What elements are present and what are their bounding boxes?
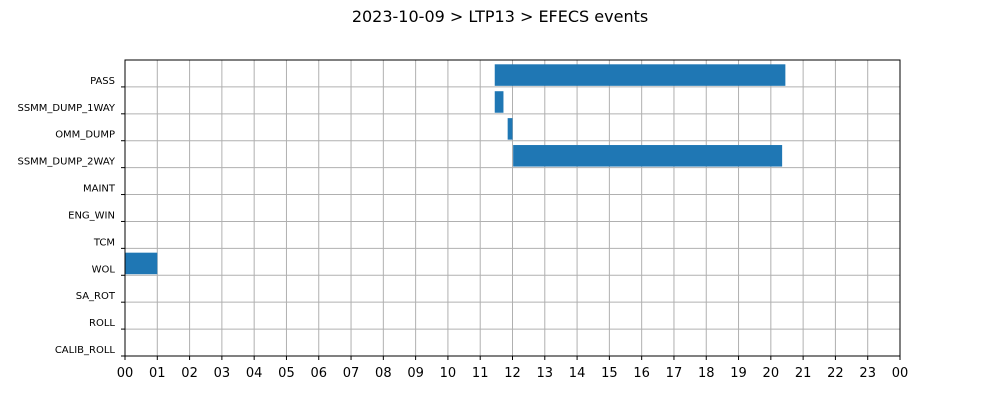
x-tick-label: 00 xyxy=(892,366,909,381)
x-tick-label: 19 xyxy=(730,366,747,381)
x-tick-label: 16 xyxy=(633,366,650,381)
x-tick-label: 22 xyxy=(827,366,844,381)
x-tick-label: 20 xyxy=(763,366,780,381)
x-tick-label: 00 xyxy=(117,366,134,381)
x-tick-label: 10 xyxy=(440,366,457,381)
y-tick-label: ENG_WIN xyxy=(68,210,115,221)
bar-omm-dump xyxy=(507,118,513,140)
bar-wol xyxy=(125,252,158,275)
bars xyxy=(125,64,786,275)
x-tick-label: 11 xyxy=(472,366,489,381)
x-tick-label: 14 xyxy=(569,366,586,381)
y-tick-label: PASS xyxy=(90,76,115,87)
bar-ssmm-dump-1way xyxy=(494,91,504,113)
x-tick-label: 12 xyxy=(504,366,521,381)
x-tick-label: 18 xyxy=(698,366,715,381)
y-tick-label: SSMM_DUMP_2WAY xyxy=(17,157,115,168)
axes: 00 01 02 03 04 05 06 07 08 09 10 11 12 13 14 15 16 17 18 19… xyxy=(17,76,908,381)
x-tick-label: 05 xyxy=(278,366,295,381)
x-tick-label: 08 xyxy=(375,366,392,381)
bar-pass xyxy=(494,64,786,86)
y-tick-label: MAINT xyxy=(83,184,116,195)
grid xyxy=(124,60,901,356)
x-tick-label: 04 xyxy=(246,366,263,381)
x-tick-label: 23 xyxy=(859,366,876,381)
x-tick-label: 15 xyxy=(601,366,618,381)
y-tick-label: SA_ROT xyxy=(76,291,116,302)
y-tick-label: TCM xyxy=(93,237,115,248)
y-tick-label: WOL xyxy=(92,264,116,275)
bar-ssmm-dump-2way xyxy=(513,145,783,167)
plot-frame xyxy=(124,59,901,357)
x-tick-label: 06 xyxy=(310,366,327,381)
x-tick-label: 09 xyxy=(407,366,424,381)
chart-title: 2023-10-09 > LTP13 > EFECS events xyxy=(352,7,648,26)
y-tick-label: OMM_DUMP xyxy=(55,130,115,141)
x-tick-label: 13 xyxy=(537,366,554,381)
x-tick-label: 17 xyxy=(666,366,683,381)
y-tick-label: ROLL xyxy=(89,318,115,329)
y-tick-label: CALIB_ROLL xyxy=(55,345,116,356)
x-tick-label: 01 xyxy=(149,366,166,381)
x-tick-label: 02 xyxy=(181,366,198,381)
x-tick-label: 03 xyxy=(214,366,231,381)
x-tick-label: 21 xyxy=(795,366,812,381)
y-tick-label: SSMM_DUMP_1WAY xyxy=(17,103,115,114)
x-tick-label: 07 xyxy=(343,366,360,381)
